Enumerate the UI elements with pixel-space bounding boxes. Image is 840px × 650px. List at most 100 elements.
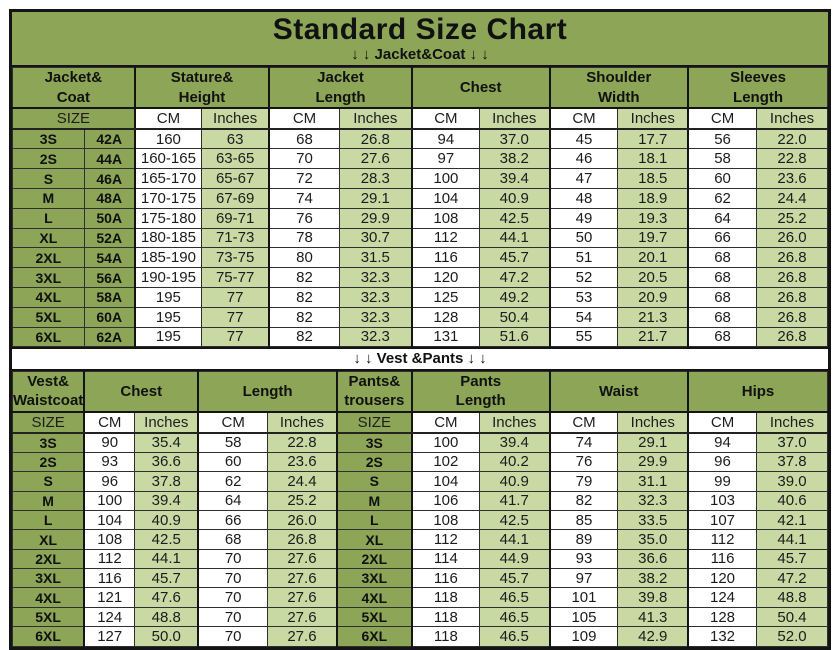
size-cell: XL <box>335 529 413 550</box>
inches-value-cell: 29.1 <box>338 187 413 209</box>
column-group-jacket-length: Jacket Length <box>268 67 413 110</box>
chart-title-band: Standard Size Chart ↓ ↓ Jacket&Coat ↓ ↓ <box>12 12 828 68</box>
cm-value-cell: 66 <box>197 509 269 531</box>
cm-value-cell: 82 <box>268 286 340 308</box>
table-row: 4XL 58A 195 77 82 32.3 125 49.2 53 20.9 68 26.8 <box>12 286 828 308</box>
jacket-coat-table-head: Jacket& Coat Stature& Height Jacket Length Che… <box>11 67 829 131</box>
subheader-in-label: Inches <box>201 107 270 131</box>
inches-value-cell: 45.7 <box>478 568 551 589</box>
cm-value-cell: 72 <box>268 168 340 189</box>
column-group-label-line: Stature& <box>170 69 234 87</box>
inches-value-cell: 31.1 <box>617 471 689 492</box>
inches-value-cell: 39.4 <box>134 490 199 511</box>
table-row: 4XL 121 47.6 70 27.6 4XL 118 46.5 101 39.8 124 48.8 <box>12 587 828 608</box>
subheader-in-label: Inches <box>617 411 689 434</box>
cm-value-cell: 124 <box>687 587 758 608</box>
column-group-waist: Waist <box>548 370 689 413</box>
inches-value-cell: 45.7 <box>478 247 551 269</box>
inches-value-cell: 29.9 <box>338 207 413 229</box>
cm-value-cell: 74 <box>268 187 340 209</box>
cm-value-cell: 48 <box>548 187 619 209</box>
size-cell: 2S <box>12 148 85 170</box>
inches-value-cell: 39.4 <box>478 432 551 453</box>
inches-value-cell: 36.6 <box>617 548 689 570</box>
inches-value-cell: 65-67 <box>201 168 270 189</box>
inches-value-cell: 42.5 <box>478 509 551 531</box>
size-cell: 58A <box>83 286 136 308</box>
cm-value-cell: 53 <box>548 286 619 308</box>
inches-value-cell: 44.1 <box>756 529 828 550</box>
cm-value-cell: 97 <box>548 568 619 589</box>
cm-value-cell: 82 <box>268 306 340 328</box>
inches-value-cell: 26.8 <box>756 267 828 288</box>
inches-value-cell: 73-75 <box>201 247 270 269</box>
cm-value-cell: 132 <box>687 626 758 647</box>
cm-value-cell: 51 <box>548 247 619 269</box>
subheader-cm-label: CM <box>410 107 480 131</box>
cm-value-cell: 89 <box>548 529 619 550</box>
cm-value-cell: 68 <box>687 306 758 328</box>
inches-value-cell: 63-65 <box>201 148 270 170</box>
cm-value-cell: 90 <box>83 432 136 453</box>
cm-value-cell: 78 <box>268 227 340 249</box>
inches-value-cell: 41.7 <box>478 490 551 511</box>
inches-value-cell: 25.2 <box>267 490 338 511</box>
size-cell: 4XL <box>12 587 85 608</box>
inches-value-cell: 48.8 <box>756 587 828 608</box>
size-cell: 54A <box>83 247 136 269</box>
subheader-cm-label: CM <box>548 107 619 131</box>
table-row: M 48A 170-175 67-69 74 29.1 104 40.9 48 18.9 62 24.… <box>12 187 828 209</box>
inches-value-cell: 50.4 <box>756 606 828 628</box>
cm-value-cell: 76 <box>548 451 619 473</box>
cm-value-cell: 185-190 <box>133 247 203 269</box>
inches-value-cell: 32.3 <box>338 306 413 328</box>
cm-value-cell: 55 <box>548 326 619 348</box>
inches-value-cell: 42.5 <box>134 529 199 550</box>
column-group-label-line: Chest <box>459 78 502 96</box>
cm-value-cell: 68 <box>197 529 269 550</box>
size-cell: 2XL <box>12 247 85 269</box>
size-cell: 2S <box>12 451 85 473</box>
cm-value-cell: 190-195 <box>133 267 203 288</box>
inches-value-cell: 21.3 <box>617 306 689 328</box>
inches-value-cell: 77 <box>201 326 270 348</box>
inches-value-cell: 44.1 <box>134 548 199 570</box>
inches-value-cell: 22.8 <box>267 432 338 453</box>
size-cell: 3XL <box>335 568 413 589</box>
inches-value-cell: 20.5 <box>617 267 689 288</box>
jacket-coat-table: Jacket& Coat Stature& Height Jacket Length Che… <box>11 67 829 348</box>
inches-value-cell: 26.8 <box>756 306 828 328</box>
inches-value-cell: 23.6 <box>756 168 828 189</box>
cm-value-cell: 74 <box>548 432 619 453</box>
inches-value-cell: 67-69 <box>201 187 270 209</box>
cm-value-cell: 107 <box>687 509 758 531</box>
column-group-label-line: Jacket& <box>44 69 103 87</box>
table-row: L 104 40.9 66 26.0 L 108 42.5 85 33.5 107 42.1 <box>12 509 828 531</box>
cm-value-cell: 54 <box>548 306 619 328</box>
inches-value-cell: 40.6 <box>756 490 828 511</box>
table-row: XL 108 42.5 68 26.8 XL 112 44.1 89 35.0 112 44.1 <box>12 529 828 550</box>
cm-value-cell: 50 <box>548 227 619 249</box>
cm-value-cell: 93 <box>548 548 619 570</box>
inches-value-cell: 26.8 <box>756 326 828 348</box>
inches-value-cell: 18.1 <box>617 148 689 170</box>
subheader-in-label: Inches <box>134 411 199 434</box>
column-group-sleeves-length: Sleeves Length <box>687 67 829 110</box>
size-cell: 2XL <box>335 548 413 570</box>
cm-value-cell: 104 <box>83 509 136 531</box>
cm-value-cell: 104 <box>410 187 480 209</box>
size-cell: 2S <box>335 451 413 473</box>
cm-value-cell: 116 <box>687 548 758 570</box>
inches-value-cell: 19.7 <box>617 227 689 249</box>
inches-value-cell: 21.7 <box>617 326 689 348</box>
size-cell: S <box>335 471 413 492</box>
cm-value-cell: 116 <box>410 247 480 269</box>
cm-value-cell: 108 <box>410 509 480 531</box>
inches-value-cell: 41.3 <box>617 606 689 628</box>
table-row: 3XL 56A 190-195 75-77 82 32.3 120 47.2 52 20.5 68 2… <box>12 267 828 288</box>
cm-value-cell: 131 <box>410 326 480 348</box>
inches-value-cell: 40.2 <box>478 451 551 473</box>
size-cell: M <box>12 187 85 209</box>
table-row: XL 52A 180-185 71-73 78 30.7 112 44.1 50 19.7 66 26… <box>12 227 828 249</box>
inches-value-cell: 77 <box>201 286 270 308</box>
